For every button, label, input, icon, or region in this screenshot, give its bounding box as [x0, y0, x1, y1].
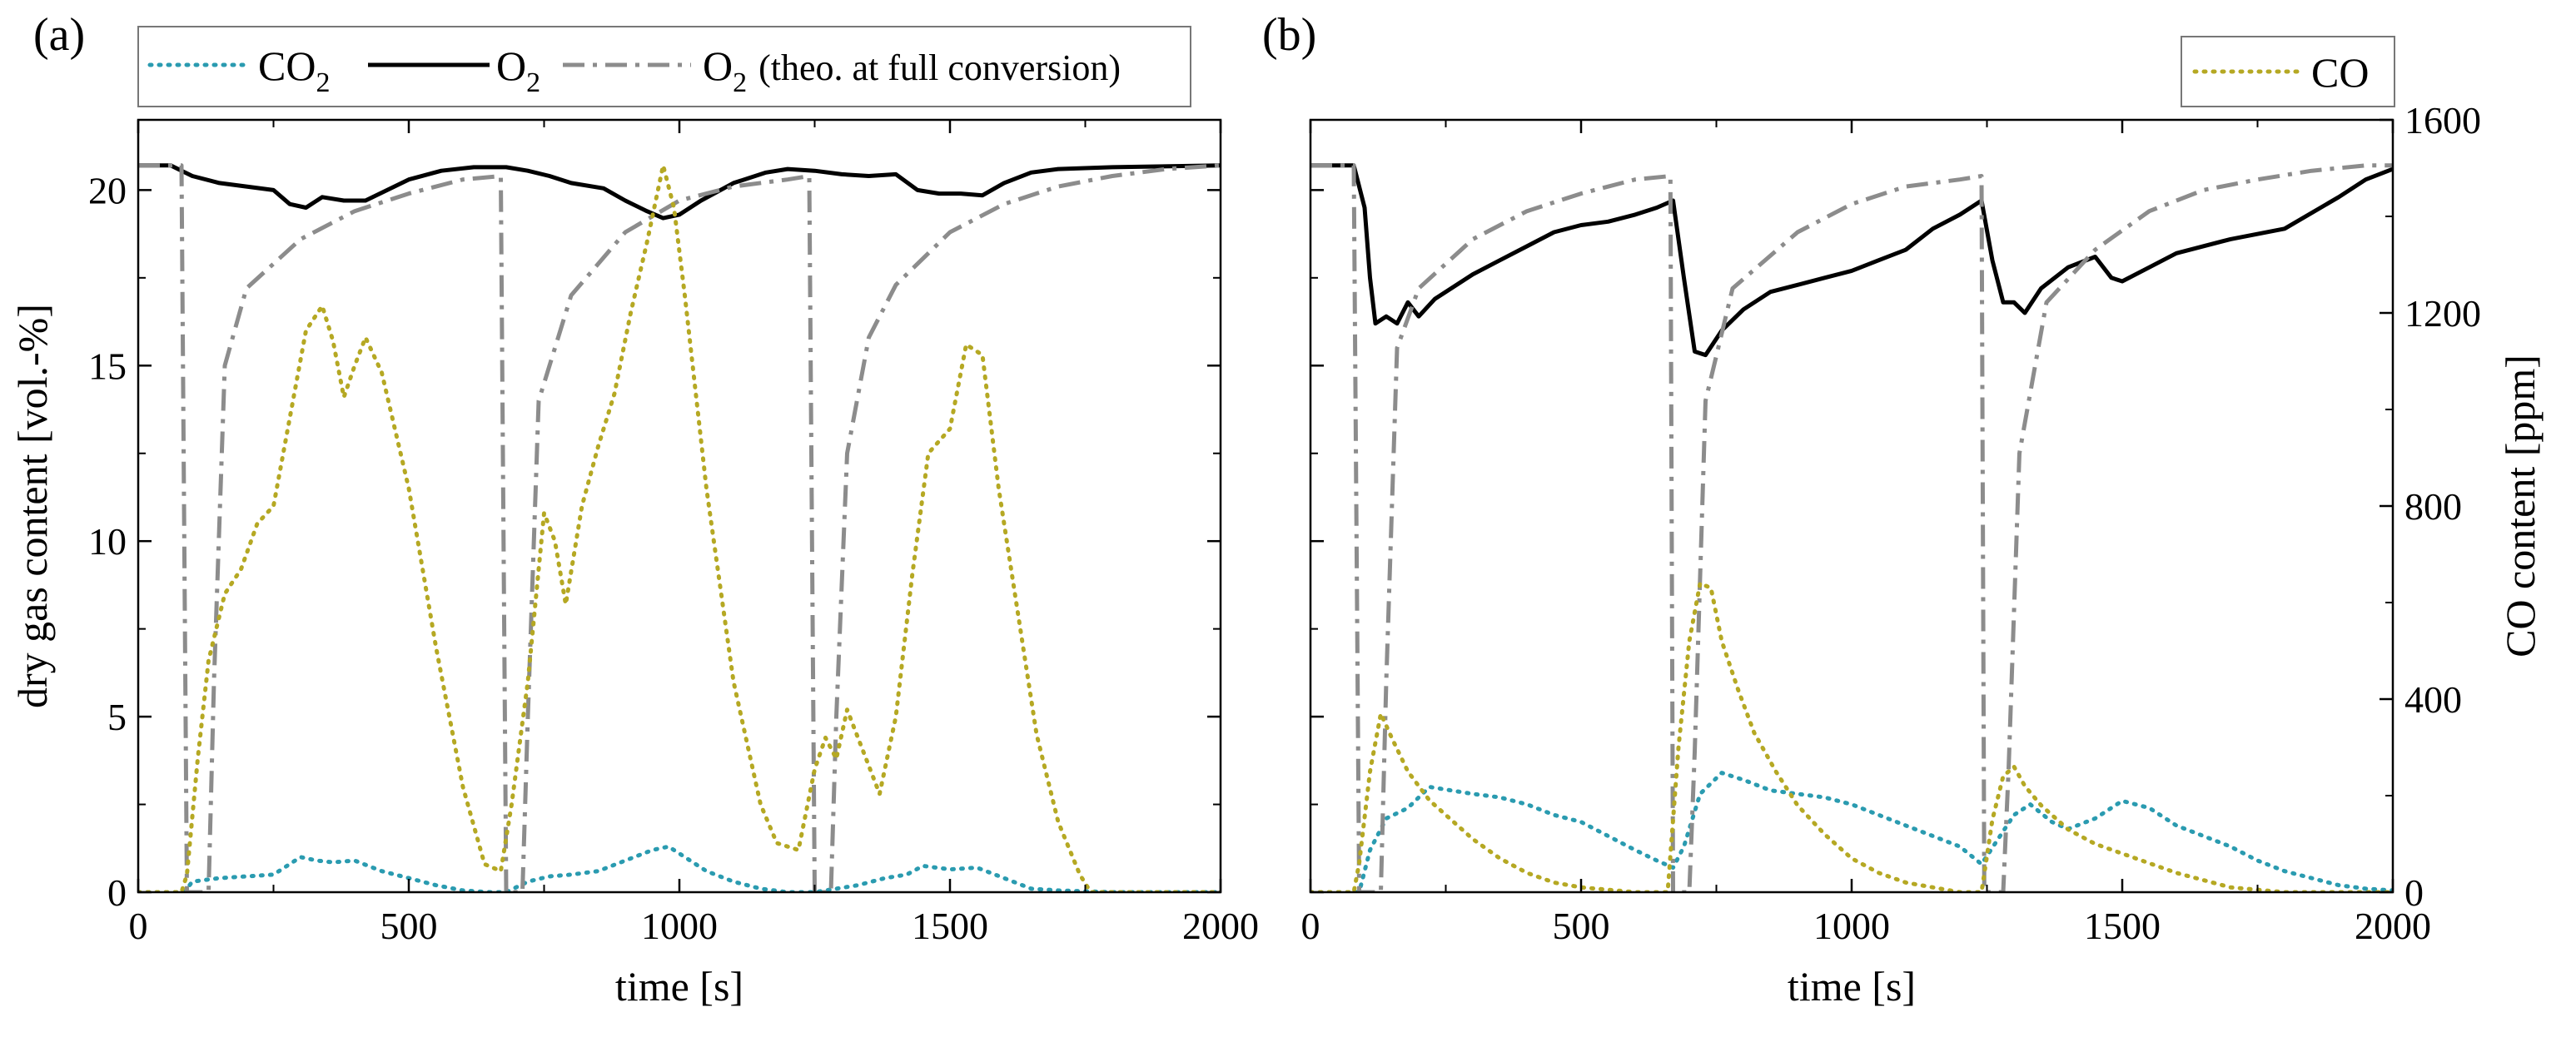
panel-b-series-co2-line — [1310, 771, 2393, 892]
panel-b-y-right-tick-label: 400 — [2404, 678, 2462, 721]
panel-a-y-tick-label: 5 — [107, 696, 127, 738]
panel-a-x-axis-label: time [s] — [615, 963, 743, 1010]
panel-b-x-tick-label: 2000 — [2355, 905, 2431, 947]
legend-o2-theo-sub: 2 — [733, 67, 747, 98]
panel-a-series-co2-line — [138, 844, 1221, 892]
panel-b-x-tick-label: 500 — [1553, 905, 1610, 947]
legend-o2-sub: 2 — [526, 67, 540, 98]
panel-b-y-right-tick-label: 800 — [2404, 485, 2462, 528]
legend-o2-theo-label: O2 (theo. at full conversion) — [703, 42, 1121, 98]
panel-a-label: (a) — [33, 9, 85, 61]
legend-main: CO2 O2 O2 (theo. at full conversion) — [137, 26, 1191, 107]
legend-co-label: CO — [2311, 49, 2369, 96]
panel-a-x-tick-label: 2000 — [1182, 905, 1259, 947]
panel-b-x-tick-label: 1500 — [2084, 905, 2161, 947]
panel-b-y-right-tick-label: 1600 — [2404, 99, 2481, 141]
panel-b-series-co-line — [1310, 581, 2393, 892]
panel-b-x-tick-label: 1000 — [1813, 905, 1890, 947]
panel-a-y-tick-label: 20 — [88, 169, 127, 211]
panel-b-x-axis-label: time [s] — [1788, 963, 1916, 1010]
panel-a-series-o2-theo-line — [138, 163, 1221, 892]
panel-a-series-o2-line — [138, 163, 1221, 221]
panel-a-y-axis-label: dry gas content [vol.-%] — [9, 304, 56, 708]
legend-o2-theo-suffix: (theo. at full conversion) — [758, 47, 1121, 88]
legend-co2-sub: 2 — [316, 67, 330, 98]
panel-b-label: (b) — [1262, 9, 1316, 61]
panel-b-series-group — [1310, 163, 2393, 892]
panel-a-x-tick-label: 0 — [129, 905, 148, 947]
panel-b-y-right-axis-label: CO content [ppm] — [2497, 355, 2544, 657]
legend-co: CO — [2181, 36, 2395, 107]
panel-b-y-right-tick-label: 0 — [2404, 871, 2424, 914]
legend-o2-label: O2 — [496, 42, 540, 98]
panel-a: 0 500 1000 1500 2000 0 5 10 15 20 time [s] dry gas … — [9, 118, 1259, 1010]
panel-b-series-o2-theo-line — [1310, 163, 2393, 892]
legend-o2-text: O — [496, 42, 526, 89]
legend-co2-label: CO2 — [258, 42, 330, 98]
panel-b-axes-frame — [1309, 118, 2394, 894]
panel-a-y-tick-label: 10 — [88, 520, 127, 563]
legend-o2-theo-text: O — [703, 42, 733, 89]
panel-a-series-co-line — [138, 163, 1221, 892]
panel-a-y-tick-label: 15 — [88, 345, 127, 387]
panel-a-axes-frame — [137, 118, 1222, 894]
panel-a-x-tick-label: 1000 — [641, 905, 718, 947]
panel-b-y-right-tick-label: 1200 — [2404, 292, 2481, 335]
panel-a-x-tick-label: 1500 — [912, 905, 988, 947]
panel-a-x-tick-label: 500 — [380, 905, 438, 947]
panel-a-y-tick-label: 0 — [107, 871, 127, 914]
legend-co2-text: CO — [258, 42, 316, 89]
panel-a-series-group — [138, 163, 1221, 892]
panel-b-x-tick-label: 0 — [1301, 905, 1320, 947]
panel-b-series-o2-line — [1310, 163, 2393, 358]
